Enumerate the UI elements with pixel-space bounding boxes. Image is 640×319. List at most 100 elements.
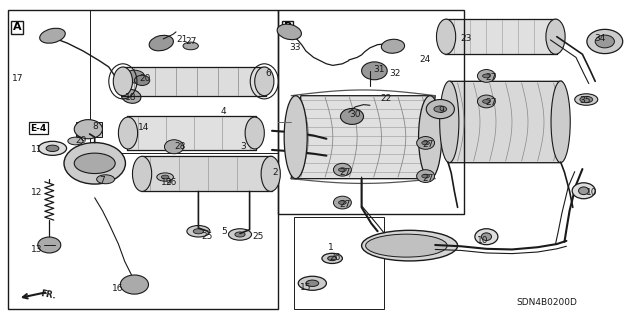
Text: 24: 24: [419, 55, 431, 63]
Ellipse shape: [284, 96, 307, 179]
Text: 1: 1: [328, 243, 333, 252]
Ellipse shape: [113, 67, 132, 96]
Text: 26: 26: [330, 253, 341, 262]
Polygon shape: [448, 81, 562, 163]
Text: 28: 28: [174, 142, 186, 151]
Circle shape: [298, 276, 326, 290]
Ellipse shape: [381, 39, 404, 53]
Text: 4: 4: [221, 107, 227, 116]
Circle shape: [193, 229, 204, 234]
Circle shape: [74, 153, 115, 174]
Text: 27: 27: [485, 73, 497, 82]
Ellipse shape: [595, 35, 614, 48]
Ellipse shape: [40, 28, 65, 43]
Ellipse shape: [340, 108, 364, 124]
Text: 25: 25: [202, 232, 213, 241]
Circle shape: [483, 100, 490, 103]
Ellipse shape: [362, 230, 458, 261]
Ellipse shape: [477, 95, 495, 108]
Text: 10: 10: [477, 236, 488, 245]
Ellipse shape: [546, 19, 565, 54]
Text: 14: 14: [138, 123, 149, 132]
Text: A: A: [13, 22, 21, 32]
Ellipse shape: [362, 62, 387, 80]
Ellipse shape: [120, 275, 148, 294]
Text: 19: 19: [161, 178, 173, 187]
Circle shape: [339, 201, 346, 204]
Ellipse shape: [255, 67, 274, 96]
Circle shape: [97, 175, 115, 184]
Text: 29: 29: [76, 136, 87, 145]
Text: 5: 5: [221, 227, 227, 236]
Ellipse shape: [333, 163, 351, 176]
Circle shape: [422, 174, 429, 178]
Ellipse shape: [149, 35, 173, 51]
Text: 32: 32: [389, 69, 401, 78]
Text: 13: 13: [31, 245, 42, 254]
Text: 21: 21: [176, 35, 188, 44]
Bar: [8, 10, 278, 309]
Ellipse shape: [164, 140, 184, 154]
Ellipse shape: [475, 229, 498, 245]
Ellipse shape: [481, 233, 492, 241]
Text: 35: 35: [579, 96, 591, 105]
Text: 7: 7: [99, 176, 105, 185]
Ellipse shape: [579, 187, 589, 195]
Ellipse shape: [417, 170, 435, 182]
Text: 17: 17: [12, 74, 23, 83]
Text: 12: 12: [31, 189, 42, 197]
Ellipse shape: [436, 19, 456, 54]
Text: 18: 18: [125, 93, 136, 102]
Circle shape: [235, 232, 245, 237]
Text: 27: 27: [186, 37, 197, 46]
Circle shape: [46, 145, 59, 152]
Text: 27: 27: [339, 168, 351, 177]
Text: 30: 30: [349, 110, 361, 119]
Text: 33: 33: [289, 43, 301, 52]
Text: 22: 22: [381, 94, 392, 103]
Text: 2: 2: [272, 168, 278, 177]
Text: SDN4B0200D: SDN4B0200D: [516, 298, 578, 307]
Circle shape: [434, 106, 447, 112]
Polygon shape: [445, 19, 557, 54]
Ellipse shape: [333, 196, 351, 209]
Ellipse shape: [118, 117, 138, 149]
Bar: [294, 217, 384, 309]
Circle shape: [322, 253, 342, 263]
Polygon shape: [122, 67, 266, 96]
Circle shape: [422, 141, 429, 145]
Text: 27: 27: [422, 174, 434, 182]
Circle shape: [228, 229, 252, 240]
Ellipse shape: [122, 89, 141, 103]
Ellipse shape: [580, 96, 593, 103]
Text: B: B: [284, 22, 292, 32]
Circle shape: [157, 173, 173, 181]
Text: 20: 20: [140, 74, 151, 83]
Ellipse shape: [417, 137, 435, 149]
Ellipse shape: [64, 143, 125, 184]
Ellipse shape: [261, 156, 280, 191]
Polygon shape: [127, 116, 256, 150]
Bar: [278, 10, 464, 214]
Circle shape: [575, 94, 598, 105]
Text: 27: 27: [339, 200, 351, 209]
Text: 16: 16: [112, 284, 124, 293]
Ellipse shape: [477, 70, 495, 82]
Ellipse shape: [426, 100, 454, 119]
Ellipse shape: [124, 70, 145, 83]
Text: E-4: E-4: [30, 124, 47, 133]
Ellipse shape: [74, 120, 102, 139]
Text: 10: 10: [586, 189, 597, 197]
Text: 23: 23: [461, 34, 472, 43]
Text: 25: 25: [253, 232, 264, 241]
Ellipse shape: [587, 29, 623, 54]
Bar: [76, 122, 102, 137]
Circle shape: [306, 280, 319, 286]
Ellipse shape: [440, 81, 459, 163]
Ellipse shape: [134, 75, 150, 85]
Ellipse shape: [38, 237, 61, 253]
Circle shape: [483, 74, 490, 78]
Text: 8: 8: [93, 122, 99, 130]
Ellipse shape: [277, 24, 301, 40]
Circle shape: [183, 42, 198, 50]
